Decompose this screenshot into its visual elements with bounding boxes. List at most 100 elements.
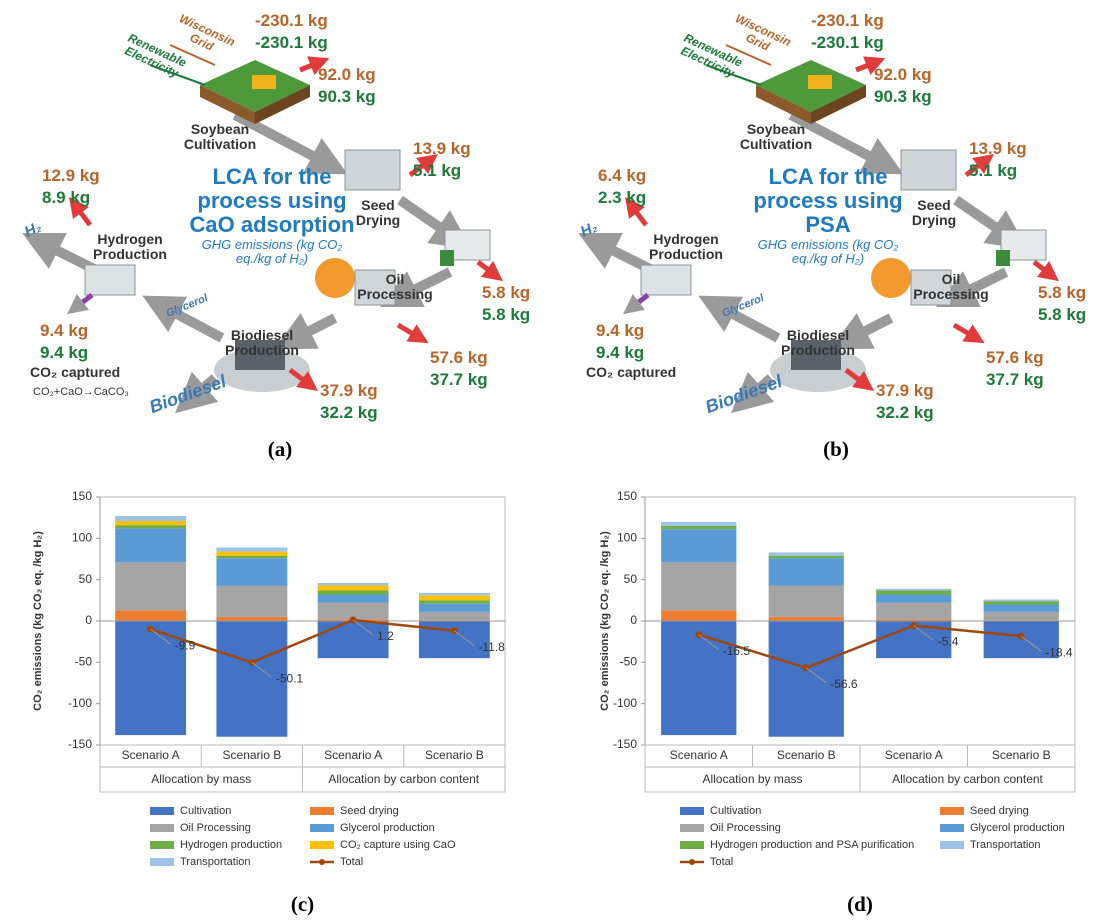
flow-arrow bbox=[698, 295, 781, 343]
data-label: -56.6 bbox=[830, 677, 858, 691]
emission-arrow bbox=[964, 154, 994, 177]
flow-arrow bbox=[380, 267, 453, 307]
value-label: 13.9 kg bbox=[969, 139, 1027, 158]
bar-segment bbox=[768, 616, 844, 621]
x-tick-label: Scenario B bbox=[425, 748, 484, 762]
value-label: 5.8 kg bbox=[482, 283, 531, 302]
value-label: 9.4 kg bbox=[40, 321, 89, 340]
dryer bbox=[344, 149, 401, 191]
legend-label: Cultivation bbox=[180, 805, 231, 817]
value-label: 9.4 kg bbox=[596, 321, 645, 340]
capture-label: CO₂ captured bbox=[586, 364, 677, 380]
bar-segment bbox=[768, 555, 844, 559]
stage-name: Biodiesel Production bbox=[781, 327, 855, 359]
value-label: 37.9 kg bbox=[320, 381, 378, 400]
legend-label: Transportation bbox=[970, 839, 1041, 851]
legend-label: Hydrogen production and PSA purification bbox=[710, 839, 914, 851]
total-line bbox=[150, 618, 455, 664]
panel-label: (a) bbox=[267, 437, 293, 461]
emission-arrow bbox=[844, 368, 874, 391]
legend-swatch bbox=[310, 807, 334, 815]
label-leader bbox=[251, 662, 273, 678]
label-leader bbox=[1020, 635, 1042, 652]
bar-segment bbox=[317, 602, 389, 620]
bar-segment bbox=[768, 621, 844, 737]
bar-segment bbox=[876, 619, 952, 621]
electricity-arrow bbox=[705, 64, 762, 86]
biodiesel-plant bbox=[791, 340, 841, 370]
capture-label: CO₂ captured bbox=[30, 364, 121, 380]
bar-segment bbox=[115, 520, 187, 526]
label-leader bbox=[150, 628, 171, 645]
bar-segment bbox=[115, 562, 187, 611]
legend-swatch bbox=[680, 824, 704, 832]
y-tick-label: 100 bbox=[72, 531, 92, 545]
oil-plant bbox=[354, 269, 396, 306]
flow-arrow bbox=[830, 313, 894, 350]
bar-segment bbox=[115, 516, 187, 521]
data-label: -50.1 bbox=[276, 672, 304, 686]
legend-swatch bbox=[310, 841, 334, 849]
y-tick-label: 50 bbox=[624, 572, 638, 586]
flow-arrow bbox=[142, 295, 225, 343]
biodiesel-plant bbox=[235, 340, 285, 370]
emission-arrow bbox=[855, 56, 886, 75]
flow-arrow bbox=[730, 371, 775, 414]
value-label: 9.4 kg bbox=[596, 343, 645, 362]
legend-label: Transportation bbox=[180, 856, 251, 868]
bar-segment bbox=[115, 528, 187, 563]
process-diagram bbox=[578, 44, 1059, 414]
value-label: 90.3 kg bbox=[874, 87, 932, 106]
legend-swatch bbox=[150, 858, 174, 866]
bar-segment bbox=[876, 590, 952, 595]
x-tick-label: Scenario A bbox=[122, 748, 180, 762]
bar-segment bbox=[876, 588, 952, 591]
value-label: 37.7 kg bbox=[986, 370, 1044, 389]
truck-cab bbox=[440, 250, 454, 266]
value-label: 92.0 kg bbox=[874, 65, 932, 84]
bar-segment bbox=[317, 621, 389, 659]
field-soil bbox=[255, 85, 310, 124]
legend-label: Hydrogen production bbox=[180, 839, 282, 851]
legend-label: Seed drying bbox=[970, 805, 1029, 817]
electricity-arrow bbox=[725, 44, 772, 66]
legend-label: Oil Processing bbox=[710, 822, 781, 834]
emission-arrow bbox=[69, 197, 92, 227]
legend-label: Glycerol production bbox=[970, 822, 1065, 834]
emission-arrow bbox=[1032, 260, 1059, 282]
capture-arrow bbox=[623, 293, 650, 315]
y-tick-label: 50 bbox=[79, 572, 93, 586]
group-label: Allocation by carbon content bbox=[328, 772, 479, 786]
bar-segment bbox=[216, 551, 288, 556]
bar-segment bbox=[983, 599, 1059, 602]
stage-name: Biodiesel Production bbox=[225, 327, 299, 359]
diagram-subtitle: GHG emissions (kg CO₂ eq./kg of H₂) bbox=[201, 237, 343, 267]
stage-name: Hydrogen Production bbox=[93, 231, 167, 263]
y-tick-label: -100 bbox=[68, 696, 92, 710]
bar-segment bbox=[115, 621, 187, 736]
legend-label: Total bbox=[340, 856, 363, 868]
diagram-subtitle: GHG emissions (kg CO₂ eq./kg of H₂) bbox=[757, 237, 899, 267]
value-label: 2.3 kg bbox=[598, 188, 647, 207]
bar-segment bbox=[115, 610, 187, 621]
stage-name: Oil Processing bbox=[357, 271, 433, 303]
y-tick-label: 150 bbox=[72, 489, 92, 503]
y-tick-label: -100 bbox=[613, 696, 637, 710]
legend-swatch bbox=[150, 841, 174, 849]
data-label: -9.9 bbox=[175, 638, 196, 652]
bar-segment bbox=[983, 604, 1059, 612]
bar-segment bbox=[418, 600, 490, 604]
value-label: 8.9 kg bbox=[42, 188, 91, 207]
data-label: -11.8 bbox=[478, 640, 505, 654]
y-axis-label: CO₂ emissions (kg CO₂ eq. /kg H₂) bbox=[599, 531, 611, 711]
bar-segment bbox=[418, 595, 490, 601]
legend-swatch bbox=[940, 807, 964, 815]
group-label: Allocation by mass bbox=[702, 772, 802, 786]
y-axis-label: CO₂ emissions (kg CO₂ eq. /kg H₂) bbox=[32, 531, 44, 711]
bar-segment bbox=[115, 525, 187, 529]
group-label: Allocation by carbon content bbox=[892, 772, 1043, 786]
y-tick-label: -150 bbox=[68, 737, 92, 751]
bar-segment bbox=[768, 552, 844, 556]
y-tick-label: 0 bbox=[85, 613, 92, 627]
